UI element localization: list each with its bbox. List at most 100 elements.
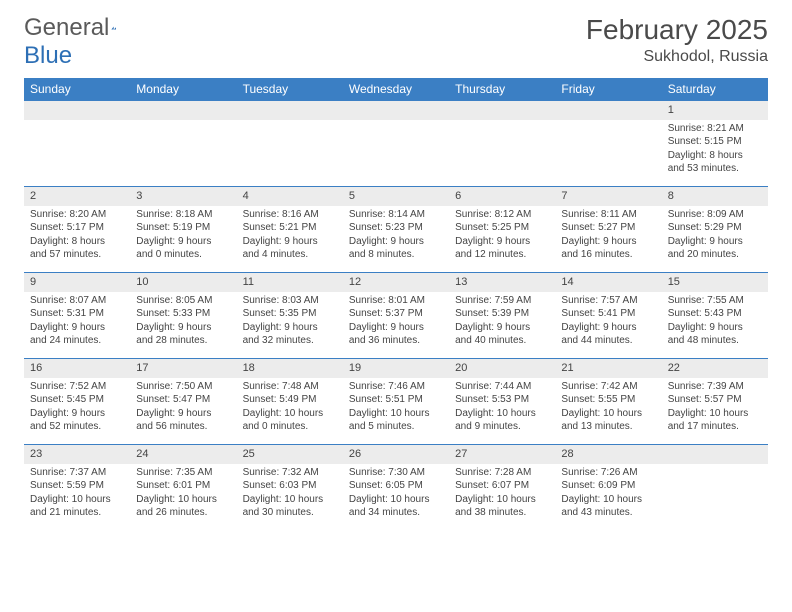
sunset-text: Sunset: 6:01 PM xyxy=(136,479,230,493)
day1-text: Daylight: 9 hours xyxy=(349,235,443,249)
day1-text: Daylight: 10 hours xyxy=(455,407,549,421)
sunrise-text: Sunrise: 8:11 AM xyxy=(561,208,655,222)
day1-text: Daylight: 9 hours xyxy=(30,321,124,335)
day-body: Sunrise: 7:44 AMSunset: 5:53 PMDaylight:… xyxy=(449,378,555,438)
sunset-text: Sunset: 5:39 PM xyxy=(455,307,549,321)
day-number: 25 xyxy=(237,445,343,464)
sunrise-text: Sunrise: 7:28 AM xyxy=(455,466,549,480)
day-cell: 11Sunrise: 8:03 AMSunset: 5:35 PMDayligh… xyxy=(237,273,343,359)
day2-text: and 40 minutes. xyxy=(455,334,549,348)
day-cell xyxy=(130,101,236,187)
week-row: 16 Sunrise: 7:52 AMSunset: 5:45 PM Dayligh… xyxy=(24,359,768,445)
day-number: 21 xyxy=(555,359,661,378)
sunrise-text: Sunrise: 7:55 AM xyxy=(668,294,762,308)
sunrise-text: Sunrise: 8:21 AM xyxy=(668,122,762,136)
day-cell: 13Sunrise: 7:59 AMSunset: 5:39 PMDayligh… xyxy=(449,273,555,359)
day-cell: 26Sunrise: 7:30 AMSunset: 6:05 PMDayligh… xyxy=(343,445,449,531)
day2-text: and 13 minutes. xyxy=(561,420,655,434)
day-body: Sunrise: 8:12 AMSunset: 5:25 PMDaylight:… xyxy=(449,206,555,266)
day-body xyxy=(449,120,555,126)
sunset-text: Sunset: 5:55 PM xyxy=(561,393,655,407)
sunset-text: Sunset: 6:07 PM xyxy=(455,479,549,493)
day1-text: Daylight: 9 hours xyxy=(136,235,230,249)
day-number: 12 xyxy=(343,273,449,292)
sunrise-text: Sunrise: 7:26 AM xyxy=(561,466,655,480)
day1-text: Daylight: 9 hours xyxy=(243,321,337,335)
sunset-text: Sunset: 5:41 PM xyxy=(561,307,655,321)
sunrise-text: Sunrise: 7:52 AM xyxy=(30,380,124,394)
sunrise-text: Sunrise: 7:42 AM xyxy=(561,380,655,394)
day-body: Sunrise: 8:11 AMSunset: 5:27 PMDaylight:… xyxy=(555,206,661,266)
day1-text: Daylight: 9 hours xyxy=(136,321,230,335)
day-cell: 20Sunrise: 7:44 AMSunset: 5:53 PMDayligh… xyxy=(449,359,555,445)
day-number: 10 xyxy=(130,273,236,292)
day1-text: Daylight: 10 hours xyxy=(455,493,549,507)
day-body xyxy=(24,120,130,126)
week-row: 23Sunrise: 7:37 AMSunset: 5:59 PMDayligh… xyxy=(24,445,768,531)
day-number: 11 xyxy=(237,273,343,292)
day-body: Sunrise: 7:57 AMSunset: 5:41 PMDaylight:… xyxy=(555,292,661,352)
sunrise-text: Sunrise: 7:37 AM xyxy=(30,466,124,480)
day-cell xyxy=(24,101,130,187)
day-number: 16 xyxy=(24,359,130,378)
sunset-text: Sunset: 5:25 PM xyxy=(455,221,549,235)
day-body: Sunrise: 7:55 AMSunset: 5:43 PMDaylight:… xyxy=(662,292,768,352)
day-cell: 24Sunrise: 7:35 AMSunset: 6:01 PMDayligh… xyxy=(130,445,236,531)
day-number: 5 xyxy=(343,187,449,206)
day1-text: Daylight: 10 hours xyxy=(668,407,762,421)
day-cell: 3Sunrise: 8:18 AMSunset: 5:19 PMDaylight… xyxy=(130,187,236,273)
day-cell: 18Sunrise: 7:48 AMSunset: 5:49 PMDayligh… xyxy=(237,359,343,445)
day-body: Sunrise: 8:21 AMSunset: 5:15 PMDaylight:… xyxy=(662,120,768,180)
day-cell: 27Sunrise: 7:28 AMSunset: 6:07 PMDayligh… xyxy=(449,445,555,531)
day-cell xyxy=(662,445,768,531)
sunrise-text: Sunrise: 8:05 AM xyxy=(136,294,230,308)
sunrise-text: Sunrise: 7:44 AM xyxy=(455,380,549,394)
day-cell: 6Sunrise: 8:12 AMSunset: 5:25 PMDaylight… xyxy=(449,187,555,273)
day2-text: and 36 minutes. xyxy=(349,334,443,348)
week-row: 2Sunrise: 8:20 AMSunset: 5:17 PMDaylight… xyxy=(24,187,768,273)
sunrise-text: Sunrise: 8:14 AM xyxy=(349,208,443,222)
day1-text: Daylight: 9 hours xyxy=(243,235,337,249)
sunset-text: Sunset: 5:45 PM xyxy=(30,393,124,407)
day-cell xyxy=(237,101,343,187)
day2-text: and 43 minutes. xyxy=(561,506,655,520)
day1-text: Daylight: 10 hours xyxy=(243,407,337,421)
day-number: 28 xyxy=(555,445,661,464)
sunrise-text: Sunrise: 7:39 AM xyxy=(668,380,762,394)
day2-text: and 4 minutes. xyxy=(243,248,337,262)
day-number xyxy=(130,101,236,120)
day1-text: Daylight: 10 hours xyxy=(349,493,443,507)
header: General February 2025 Sukhodol, Russia xyxy=(24,14,768,66)
day-body: Sunrise: 7:59 AMSunset: 5:39 PMDaylight:… xyxy=(449,292,555,352)
week-row: 9Sunrise: 8:07 AMSunset: 5:31 PMDaylight… xyxy=(24,273,768,359)
sunrise-text: Sunrise: 7:50 AM xyxy=(136,380,230,394)
day-cell: 9Sunrise: 8:07 AMSunset: 5:31 PMDaylight… xyxy=(24,273,130,359)
sunset-text: Sunset: 5:53 PM xyxy=(455,393,549,407)
day-number: 2 xyxy=(24,187,130,206)
day1-text: Daylight: 9 hours xyxy=(136,407,230,421)
sunset-text: Sunset: 5:21 PM xyxy=(243,221,337,235)
day1-text: Daylight: 9 hours xyxy=(668,235,762,249)
day-cell: 5Sunrise: 8:14 AMSunset: 5:23 PMDaylight… xyxy=(343,187,449,273)
day2-text: and 52 minutes. xyxy=(30,420,124,434)
day-cell: 15Sunrise: 7:55 AMSunset: 5:43 PMDayligh… xyxy=(662,273,768,359)
day2-text: and 57 minutes. xyxy=(30,248,124,262)
sunset-text: Sunset: 5:17 PM xyxy=(30,221,124,235)
sunrise-text: Sunrise: 7:32 AM xyxy=(243,466,337,480)
day-number: 26 xyxy=(343,445,449,464)
sunset-text: Sunset: 5:31 PM xyxy=(30,307,124,321)
day2-text: and 17 minutes. xyxy=(668,420,762,434)
month-title: February 2025 xyxy=(586,14,768,46)
day-body: Sunrise: 7:42 AMSunset: 5:55 PMDaylight:… xyxy=(555,378,661,438)
day2-text: and 0 minutes. xyxy=(136,248,230,262)
day-cell: 25Sunrise: 7:32 AMSunset: 6:03 PMDayligh… xyxy=(237,445,343,531)
day1-text: Daylight: 9 hours xyxy=(561,235,655,249)
day-number: 24 xyxy=(130,445,236,464)
sunrise-text: Sunrise: 7:35 AM xyxy=(136,466,230,480)
day-body: Sunrise: 7:39 AMSunset: 5:57 PMDaylight:… xyxy=(662,378,768,438)
sunset-text: Sunset: 5:47 PM xyxy=(136,393,230,407)
day-number: 22 xyxy=(662,359,768,378)
day-body: Sunrise: 7:48 AMSunset: 5:49 PMDaylight:… xyxy=(237,378,343,438)
day-number: 23 xyxy=(24,445,130,464)
brand-logo: General xyxy=(24,14,141,42)
